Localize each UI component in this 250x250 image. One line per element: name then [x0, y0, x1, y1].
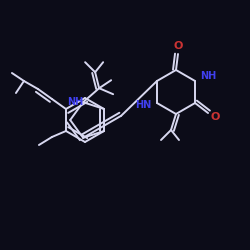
Text: NH: NH [200, 71, 216, 81]
Text: O: O [210, 112, 220, 122]
Text: O: O [173, 41, 183, 51]
Text: NH: NH [67, 97, 83, 107]
Text: HN: HN [135, 100, 151, 110]
